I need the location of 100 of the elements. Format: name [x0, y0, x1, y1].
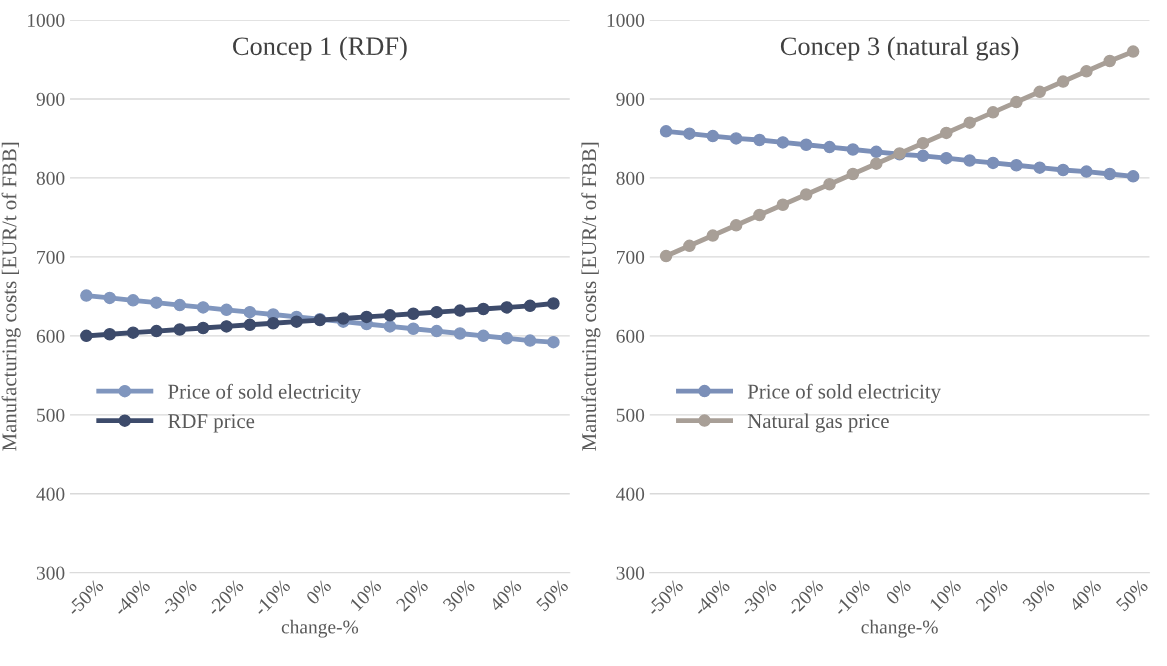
point: [986, 156, 1000, 170]
point: [823, 177, 836, 191]
y-tick-label: 600: [36, 329, 65, 343]
point: [243, 318, 257, 332]
text: Concep 3 (natural gas): [780, 36, 1019, 61]
x-tick-label: 40%: [1068, 578, 1103, 613]
point: [547, 297, 560, 310]
point: [706, 129, 720, 143]
y-tick-label: 500: [616, 408, 645, 422]
point: [126, 326, 140, 339]
x-tick-label: 0%: [305, 578, 333, 606]
point: [1033, 85, 1046, 99]
point: [383, 320, 397, 333]
point: [290, 315, 303, 328]
x-tick-label: 50%: [535, 578, 570, 612]
x-axis-title: change-%: [281, 619, 359, 638]
point: [683, 127, 696, 140]
y-tick-label: 700: [37, 250, 65, 264]
point: [870, 157, 883, 170]
point: [430, 324, 443, 338]
point: [1126, 170, 1140, 183]
y-tick-label: 600: [616, 329, 645, 343]
point: [1080, 65, 1093, 78]
point: [1033, 161, 1046, 174]
y-tick-label: 700: [616, 250, 645, 264]
y-tick-label: 300: [616, 566, 645, 580]
point: [963, 154, 976, 167]
point: [799, 188, 813, 201]
point: [799, 138, 813, 152]
point: [220, 320, 233, 333]
point: [523, 299, 537, 313]
y-tick-label: 900: [616, 92, 645, 106]
y-tick-label: 400: [36, 487, 65, 501]
y-tick-label: 900: [36, 92, 65, 106]
point: [1056, 75, 1070, 88]
point: [453, 327, 467, 340]
y-tick-label: 300: [36, 566, 65, 580]
point: [1103, 167, 1117, 181]
x-tick-label: 10%: [929, 578, 962, 612]
y-tick-label: 1000: [27, 13, 65, 27]
point: [1080, 165, 1093, 178]
point: [196, 321, 210, 335]
x-axis-title: change-%: [861, 619, 938, 638]
point: [220, 303, 233, 317]
point: [80, 289, 93, 302]
x-tick-label: 20%: [975, 578, 1009, 612]
y-tick-label: 500: [37, 408, 65, 422]
point: [846, 167, 860, 181]
point: [103, 328, 116, 341]
point: [1056, 163, 1070, 177]
x-tick-label: 10%: [349, 578, 383, 612]
legend-label: Price of sold electricity: [168, 383, 362, 403]
y-axis-title: Manufacturing costs [EUR/t of FBB]: [581, 142, 601, 451]
point: [1103, 54, 1117, 68]
legend-label: Natural gas price: [747, 413, 889, 433]
x-tick-label: 50%: [1115, 578, 1149, 612]
y-tick-label: 1000: [607, 13, 645, 27]
x-tick-label: 30%: [442, 578, 476, 612]
point: [477, 302, 490, 316]
point: [500, 331, 513, 345]
point: [477, 329, 490, 343]
point: [407, 322, 420, 335]
point: [659, 125, 673, 138]
point: [430, 305, 443, 319]
point: [963, 116, 976, 129]
point: [523, 334, 537, 347]
point: [823, 140, 836, 154]
point: [916, 149, 930, 163]
point: [729, 219, 743, 232]
x-tick-label: 30%: [1021, 578, 1056, 612]
point: [753, 133, 766, 147]
point: [940, 126, 953, 140]
point: [776, 136, 790, 149]
text: Concep 1 (RDF): [233, 36, 407, 61]
point: [729, 132, 743, 145]
point: [1126, 45, 1140, 58]
legend-label: Price of sold electricity: [747, 383, 941, 403]
point: [706, 229, 720, 242]
point: [407, 307, 420, 320]
point: [753, 208, 766, 222]
y-tick-label: 400: [616, 487, 645, 501]
point: [243, 305, 257, 319]
point: [916, 136, 930, 150]
point: [80, 329, 93, 343]
x-tick-label: 40%: [488, 578, 523, 613]
point: [126, 294, 140, 307]
point: [266, 316, 280, 330]
point: [453, 304, 467, 317]
point: [196, 301, 210, 314]
y-tick-label: 800: [616, 171, 645, 185]
point: [150, 324, 163, 338]
point: [776, 198, 790, 212]
point: [683, 239, 696, 253]
point: [173, 323, 187, 336]
point: [173, 298, 187, 312]
point: [360, 310, 373, 324]
x-tick-label: 0%: [885, 578, 912, 606]
point: [103, 291, 116, 305]
point: [383, 309, 397, 322]
point: [1010, 95, 1023, 109]
